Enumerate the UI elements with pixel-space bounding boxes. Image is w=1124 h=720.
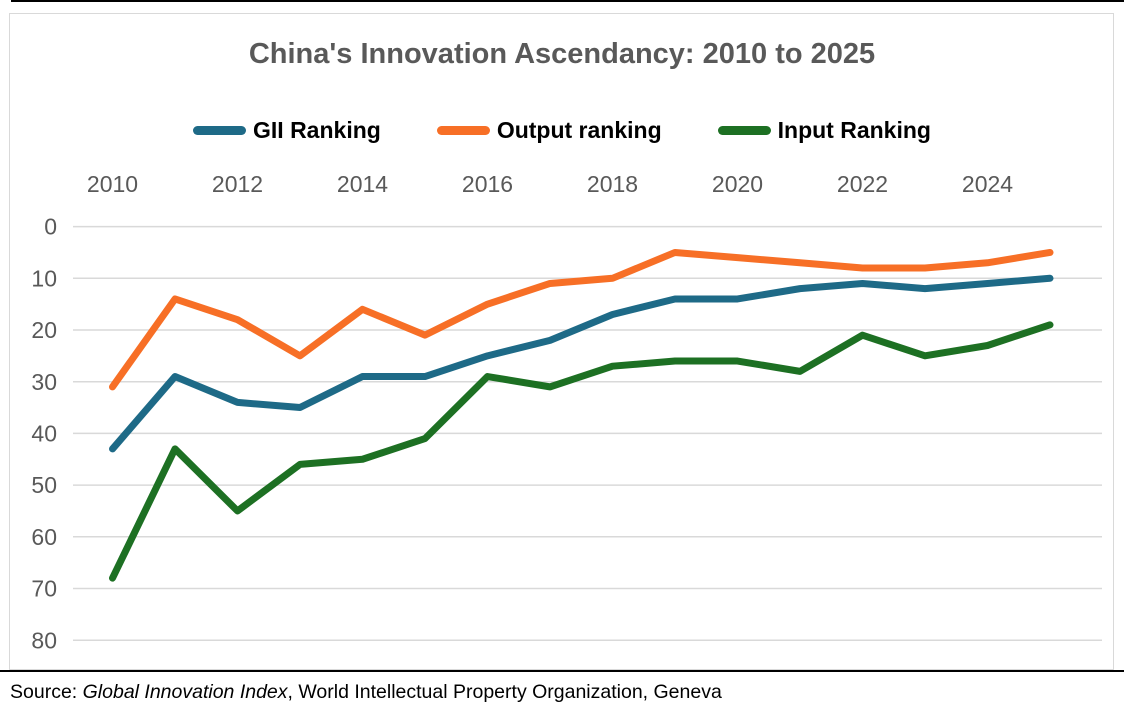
legend-item-gii-ranking: GII Ranking [193, 117, 381, 144]
chart-title: China's Innovation Ascendancy: 2010 to 2… [248, 38, 876, 70]
x-axis-label-2020: 2020 [712, 171, 763, 197]
x-axis-label-2012: 2012 [212, 171, 263, 197]
y-axis-label-10: 10 [31, 265, 57, 291]
legend-swatch-input-ranking [717, 126, 771, 135]
legend-swatch-gii-ranking [193, 126, 247, 135]
series-line-gii-ranking [109, 274, 1054, 453]
legend-item-output-ranking: Output ranking [436, 117, 662, 144]
legend: GII Ranking Output ranking Input Ranking [0, 117, 1124, 144]
source-title-italic: Global Innovation Index [82, 681, 288, 703]
y-axis-label-20: 20 [31, 317, 57, 343]
legend-label-input-ranking: Input Ranking [777, 117, 931, 143]
y-axis-label-30: 30 [31, 369, 57, 395]
chart-container [9, 13, 1114, 670]
source-note: Source: Global Innovation Index, World I… [10, 681, 722, 704]
top-border-rule [11, 0, 1124, 2]
y-axis-label-60: 60 [31, 524, 57, 550]
series-line-output-ranking [109, 248, 1054, 391]
legend-label-gii-ranking: GII Ranking [253, 117, 381, 143]
x-axis-label-2016: 2016 [462, 171, 513, 197]
y-axis-label-0: 0 [44, 214, 57, 240]
y-axis-label-40: 40 [31, 420, 57, 446]
x-axis-label-2010: 2010 [87, 171, 138, 197]
source-prefix: Source: [10, 681, 83, 703]
legend-label-output-ranking: Output ranking [496, 117, 662, 143]
source-suffix: , World Intellectual Property Organizati… [287, 681, 722, 703]
x-axis-label-2024: 2024 [962, 171, 1013, 197]
series-line-input-ranking [109, 321, 1054, 582]
x-axis-label-2018: 2018 [587, 171, 638, 197]
x-axis-label-2022: 2022 [837, 171, 888, 197]
y-axis-label-80: 80 [31, 627, 57, 653]
legend-item-input-ranking: Input Ranking [717, 117, 931, 144]
legend-swatch-output-ranking [436, 126, 490, 135]
y-axis-label-70: 70 [31, 576, 57, 602]
x-axis-label-2014: 2014 [337, 171, 388, 197]
bottom-border-rule [0, 670, 1124, 672]
y-axis-label-50: 50 [31, 472, 57, 498]
